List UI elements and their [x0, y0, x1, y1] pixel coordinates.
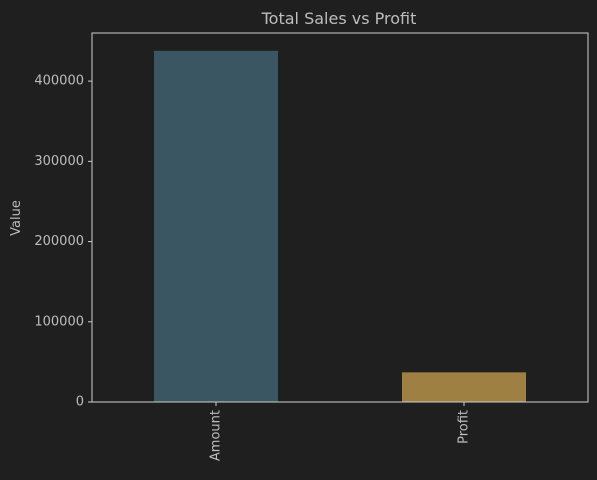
x-axis-ticks: Amount Profit: [209, 402, 472, 461]
chart-title: Total Sales vs Profit: [261, 9, 417, 28]
axes-frame: [91, 32, 589, 403]
y-axis-label: Value: [9, 200, 24, 236]
bar-amount: [154, 50, 278, 402]
x-tick-label: Profit: [457, 410, 472, 444]
y-tick-label: 100000: [34, 314, 84, 329]
bar-profit: [402, 372, 526, 402]
y-tick-label: 300000: [34, 154, 84, 169]
y-tick-label: 0: [76, 395, 84, 410]
bars-group: [154, 50, 526, 402]
y-tick-label: 400000: [34, 74, 84, 89]
x-tick-label: Amount: [209, 410, 224, 461]
y-axis-ticks: 0 100000 200000 300000 400000: [34, 74, 92, 410]
y-tick-label: 200000: [34, 234, 84, 249]
